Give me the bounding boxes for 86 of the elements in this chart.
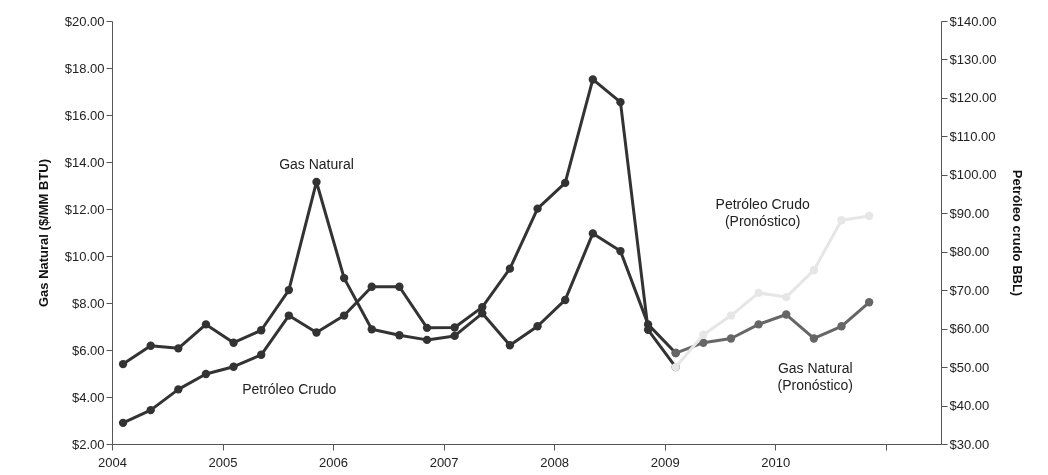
point [588, 75, 597, 84]
point [837, 322, 846, 331]
point [229, 362, 238, 371]
x-tick-label: 2005 [208, 454, 238, 470]
point [726, 334, 736, 343]
point [257, 350, 266, 359]
x-tick-label: 2007 [429, 454, 459, 470]
y2-tick-label: $130.00 [949, 51, 997, 67]
point [533, 322, 542, 331]
y-tick-label: $2.00 [71, 436, 105, 452]
point [367, 325, 376, 334]
point [726, 311, 736, 320]
point [533, 204, 542, 213]
y-tick-label: $6.00 [71, 342, 105, 358]
point [782, 292, 791, 302]
y2-tick-label: $60.00 [949, 321, 990, 337]
point [837, 216, 846, 225]
point [422, 335, 432, 345]
x-tick-label: 2009 [650, 454, 680, 470]
y2-tick-label: $110.00 [949, 128, 996, 144]
y-tick-label: $10.00 [64, 248, 105, 264]
point [809, 334, 819, 343]
point [616, 246, 625, 256]
y2-axis-title: Petróleo crudo BBL) [1010, 169, 1026, 297]
y2-tick-label: $70.00 [949, 282, 990, 298]
point [118, 418, 128, 428]
y2-tick-label: $120.00 [949, 90, 997, 106]
series-label: Petróleo Crudo [242, 380, 337, 397]
point [505, 264, 515, 273]
y-tick-label: $8.00 [71, 295, 105, 311]
point [118, 359, 128, 369]
y-tick-label: $4.00 [71, 389, 105, 405]
point [174, 344, 183, 353]
point [339, 311, 349, 320]
point [201, 369, 211, 379]
point [229, 338, 238, 347]
point [174, 385, 183, 394]
series-label: Gas Natural [279, 155, 354, 172]
point [754, 288, 763, 298]
point [616, 97, 625, 107]
point [257, 326, 266, 335]
point [588, 229, 597, 238]
x-tick-label: 2004 [98, 454, 127, 470]
point [201, 320, 211, 329]
point [864, 298, 874, 307]
point [561, 178, 570, 188]
y-tick-label: $14.00 [64, 154, 105, 170]
x-tick-label: 2008 [540, 454, 570, 470]
point [312, 328, 321, 337]
y-tick-label: $18.00 [64, 60, 105, 76]
point [395, 331, 404, 340]
x-tick-label: 2006 [319, 454, 349, 470]
series-label: Petróleo Crudo (Pronóstico) [715, 195, 810, 229]
point [699, 338, 708, 347]
point [422, 323, 432, 333]
point [754, 320, 763, 329]
point [450, 323, 459, 332]
point [395, 282, 404, 291]
text: Gas Natural (Pronóstico) [777, 359, 853, 393]
point [284, 285, 294, 295]
point [478, 302, 487, 312]
point [367, 282, 376, 291]
point [146, 341, 155, 350]
point [505, 341, 515, 350]
y2-tick-label: $30.00 [949, 436, 990, 452]
point [312, 177, 321, 187]
y-tick-label: $12.00 [64, 201, 105, 217]
y-tick-label: $16.00 [64, 107, 105, 123]
y2-tick-label: $140.00 [949, 13, 997, 29]
y2-tick-label: $80.00 [949, 244, 990, 260]
point [561, 295, 570, 305]
point [809, 266, 819, 275]
y2-tick-label: $40.00 [949, 398, 990, 414]
y2-tick-label: $90.00 [949, 205, 990, 221]
point [864, 211, 874, 221]
y-axis-title: Gas Natural ($/MM BTU) [35, 158, 51, 308]
x-tick-label: 2010 [761, 454, 791, 470]
point [782, 310, 791, 319]
point [146, 405, 155, 415]
y2-tick-label: $50.00 [949, 359, 990, 375]
y-tick-label: $20.00 [64, 13, 105, 29]
point [339, 273, 349, 283]
point [699, 330, 708, 339]
point [284, 311, 294, 320]
y2-tick-label: $100.00 [949, 167, 997, 183]
point [450, 331, 459, 341]
